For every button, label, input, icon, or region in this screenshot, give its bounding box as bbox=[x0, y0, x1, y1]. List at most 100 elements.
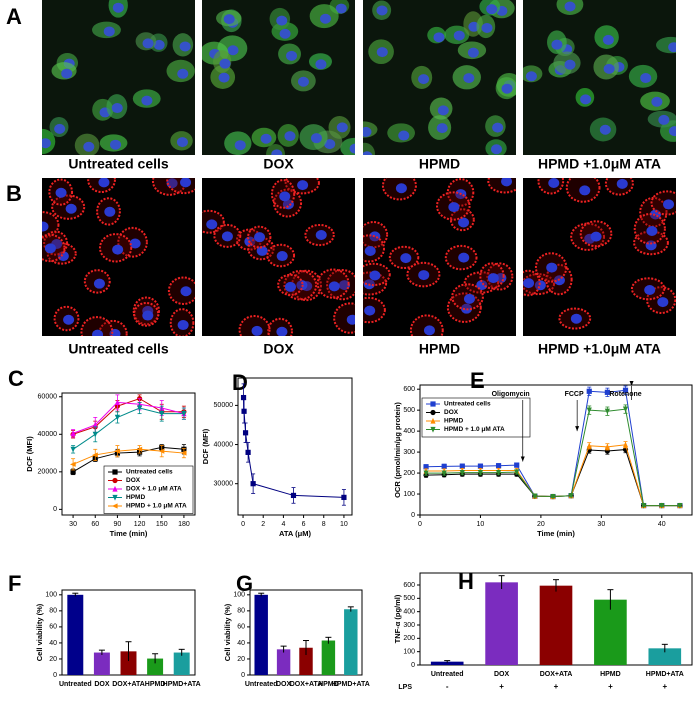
marker bbox=[514, 462, 520, 468]
nucleus bbox=[177, 320, 189, 331]
y-tick-label: 600 bbox=[403, 386, 415, 393]
nucleus bbox=[487, 273, 499, 284]
nucleus bbox=[227, 45, 239, 56]
marker bbox=[70, 430, 76, 436]
nucleus bbox=[364, 305, 376, 316]
panel-letter: D bbox=[232, 370, 248, 395]
nucleus bbox=[523, 278, 535, 289]
y-tick-label: 50000 bbox=[214, 402, 234, 409]
marker bbox=[641, 502, 647, 509]
annotation: FCCP bbox=[565, 391, 584, 398]
marker bbox=[586, 388, 592, 394]
marker bbox=[441, 470, 447, 477]
x-tick-label: 180 bbox=[178, 521, 190, 528]
nucleus bbox=[418, 74, 430, 85]
cells bbox=[202, 178, 355, 336]
cells bbox=[42, 178, 195, 336]
x-axis-label: Time (min) bbox=[110, 529, 148, 538]
marker bbox=[92, 431, 98, 438]
bar bbox=[93, 652, 110, 675]
nucleus bbox=[98, 178, 110, 188]
nucleus bbox=[616, 178, 628, 189]
legend-marker bbox=[430, 409, 436, 416]
x-tick-label: HPMD+ATA bbox=[646, 671, 684, 678]
nucleus bbox=[279, 28, 291, 39]
marker bbox=[677, 502, 683, 509]
x-tick-label: 2 bbox=[261, 521, 265, 528]
cell bbox=[333, 302, 355, 334]
nucleus bbox=[142, 38, 154, 49]
nucleus bbox=[525, 71, 537, 82]
cells bbox=[363, 0, 516, 155]
caption: Untreated cells bbox=[68, 341, 169, 357]
x-tick-label: 60 bbox=[91, 521, 99, 528]
legend-label: DOX + 1.0 μM ATA bbox=[126, 486, 182, 493]
nucleus bbox=[251, 325, 263, 336]
micrograph bbox=[42, 0, 195, 155]
marker bbox=[158, 448, 165, 454]
bar bbox=[67, 594, 84, 675]
nucleus bbox=[110, 139, 122, 150]
x-tick-label: 90 bbox=[114, 521, 122, 528]
nucleus bbox=[436, 123, 448, 134]
cells bbox=[363, 178, 516, 336]
bar bbox=[344, 609, 358, 675]
nucleus bbox=[256, 245, 268, 256]
nucleus bbox=[92, 329, 104, 336]
x-tick-label: 30 bbox=[597, 521, 605, 528]
marker bbox=[70, 469, 76, 475]
marker bbox=[69, 461, 76, 467]
marker bbox=[514, 469, 520, 476]
y-tick-label: 400 bbox=[403, 609, 415, 616]
nucleus bbox=[284, 131, 296, 142]
marker bbox=[290, 492, 297, 499]
row-label: LPS bbox=[398, 684, 412, 691]
bar bbox=[173, 652, 190, 675]
legend-marker bbox=[430, 401, 436, 407]
x-tick-label: 10 bbox=[340, 521, 348, 528]
bar bbox=[430, 661, 464, 665]
nucleus bbox=[93, 278, 105, 289]
nucleus bbox=[61, 68, 73, 79]
legend-label: HPMD + 1.0 μM ATA bbox=[126, 503, 187, 510]
legend-label: HPMD bbox=[444, 418, 463, 425]
marker bbox=[114, 399, 121, 405]
legend-marker bbox=[112, 494, 118, 501]
y-tick-label: 80 bbox=[237, 608, 245, 615]
marker bbox=[114, 414, 121, 421]
nucleus bbox=[363, 126, 372, 137]
nucleus bbox=[254, 232, 266, 243]
plot-frame bbox=[61, 392, 196, 516]
y-tick-label: 100 bbox=[233, 592, 245, 599]
cells bbox=[202, 0, 355, 155]
y-tick-label: 20000 bbox=[38, 469, 58, 476]
nucleus bbox=[668, 42, 676, 53]
nucleus bbox=[458, 217, 470, 228]
marker bbox=[622, 406, 629, 413]
nucleus bbox=[141, 95, 153, 106]
nucleus bbox=[112, 2, 124, 13]
panel-letter: C bbox=[8, 366, 24, 391]
nucleus bbox=[651, 96, 663, 107]
nucleus bbox=[286, 50, 298, 61]
marker bbox=[240, 394, 247, 401]
nucleus bbox=[63, 314, 75, 325]
marker bbox=[242, 430, 249, 436]
nucleus bbox=[176, 137, 188, 148]
nucleus bbox=[599, 124, 611, 135]
marker bbox=[92, 421, 98, 428]
x-tick-label: DOX+ATA bbox=[112, 681, 145, 688]
marker bbox=[550, 493, 556, 500]
nucleus bbox=[276, 326, 288, 336]
nucleus bbox=[490, 144, 502, 155]
x-tick-label: 30 bbox=[69, 521, 77, 528]
y-axis-label: Cell viability (%) bbox=[35, 603, 44, 661]
micrograph-background bbox=[363, 178, 516, 336]
y-tick-label: 100 bbox=[403, 649, 415, 656]
legend-label: DOX bbox=[444, 409, 459, 416]
y-axis-label: TNF-α (pg/ml) bbox=[393, 594, 402, 643]
nucleus bbox=[453, 30, 465, 41]
marker bbox=[423, 470, 429, 477]
panel-letter: H bbox=[458, 569, 474, 594]
